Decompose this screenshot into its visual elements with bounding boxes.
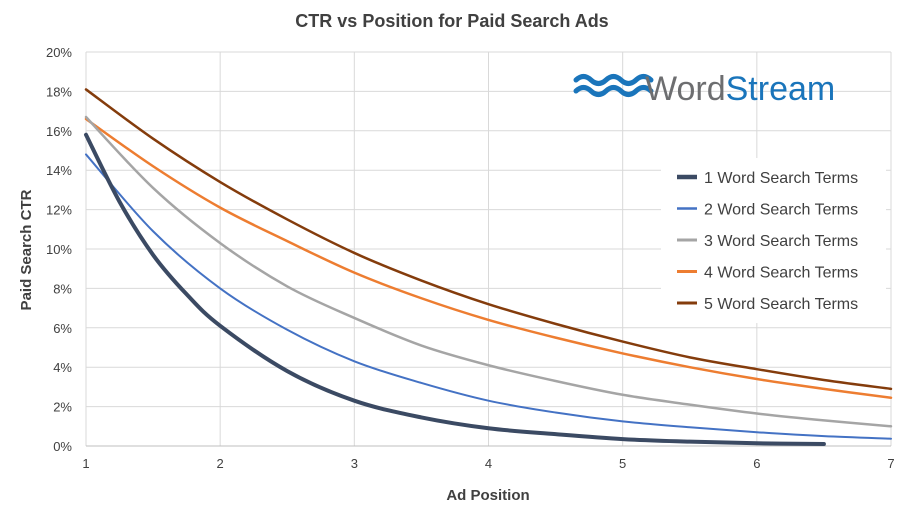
legend-label: 2 Word Search Terms [704,202,858,219]
legend-label: 5 Word Search Terms [704,296,858,313]
axes: 0% 2% 4% 6% 8% 10% 12% 14% 16% 18% 20% 1 2 3 4 5 6 7 [46,45,895,471]
wave-icon [573,74,654,97]
legend-background [661,158,886,323]
y-tick-label: 8% [53,281,72,296]
y-tick-label: 2% [53,400,72,415]
y-tick-label: 16% [46,124,72,139]
y-tick-label: 20% [46,45,72,60]
x-tick-label: 6 [753,456,760,471]
x-tick-label: 2 [217,456,224,471]
legend-label: 3 Word Search Terms [704,233,858,250]
x-axis-title: Ad Position [446,487,529,504]
chart-title: CTR vs Position for Paid Search Ads [295,11,608,31]
logo-stream-text: Stream [726,70,836,108]
y-tick-label: 0% [53,439,72,454]
svg-text:WordStream: WordStream [645,70,835,108]
y-tick-label: 6% [53,321,72,336]
series-line-3-word-search-terms [84,115,893,428]
y-tick-label: 4% [53,360,72,375]
series-lines [84,88,893,447]
y-tick-label: 14% [46,163,72,178]
legend: 1 Word Search Terms 2 Word Search Terms 3 … [661,158,886,323]
y-tick-label: 10% [46,242,72,257]
x-tick-label: 4 [485,456,492,471]
x-tick-label: 5 [619,456,626,471]
x-tick-label: 3 [351,456,358,471]
legend-label: 1 Word Search Terms [704,170,858,187]
series-line-4-word-search-terms [84,117,893,399]
logo-word-text: Word [645,70,726,108]
x-tick-label: 7 [887,456,894,471]
y-tick-label: 18% [46,84,72,99]
wordstream-logo: WordStream [573,70,835,108]
x-tick-label: 1 [82,456,89,471]
series-line-1-word-search-terms [84,132,826,447]
series-line-2-word-search-terms [85,153,892,440]
y-tick-label: 12% [46,203,72,218]
series-line-5-word-search-terms [84,88,893,391]
y-axis-title: Paid Search CTR [18,189,35,310]
legend-label: 4 Word Search Terms [704,265,858,282]
